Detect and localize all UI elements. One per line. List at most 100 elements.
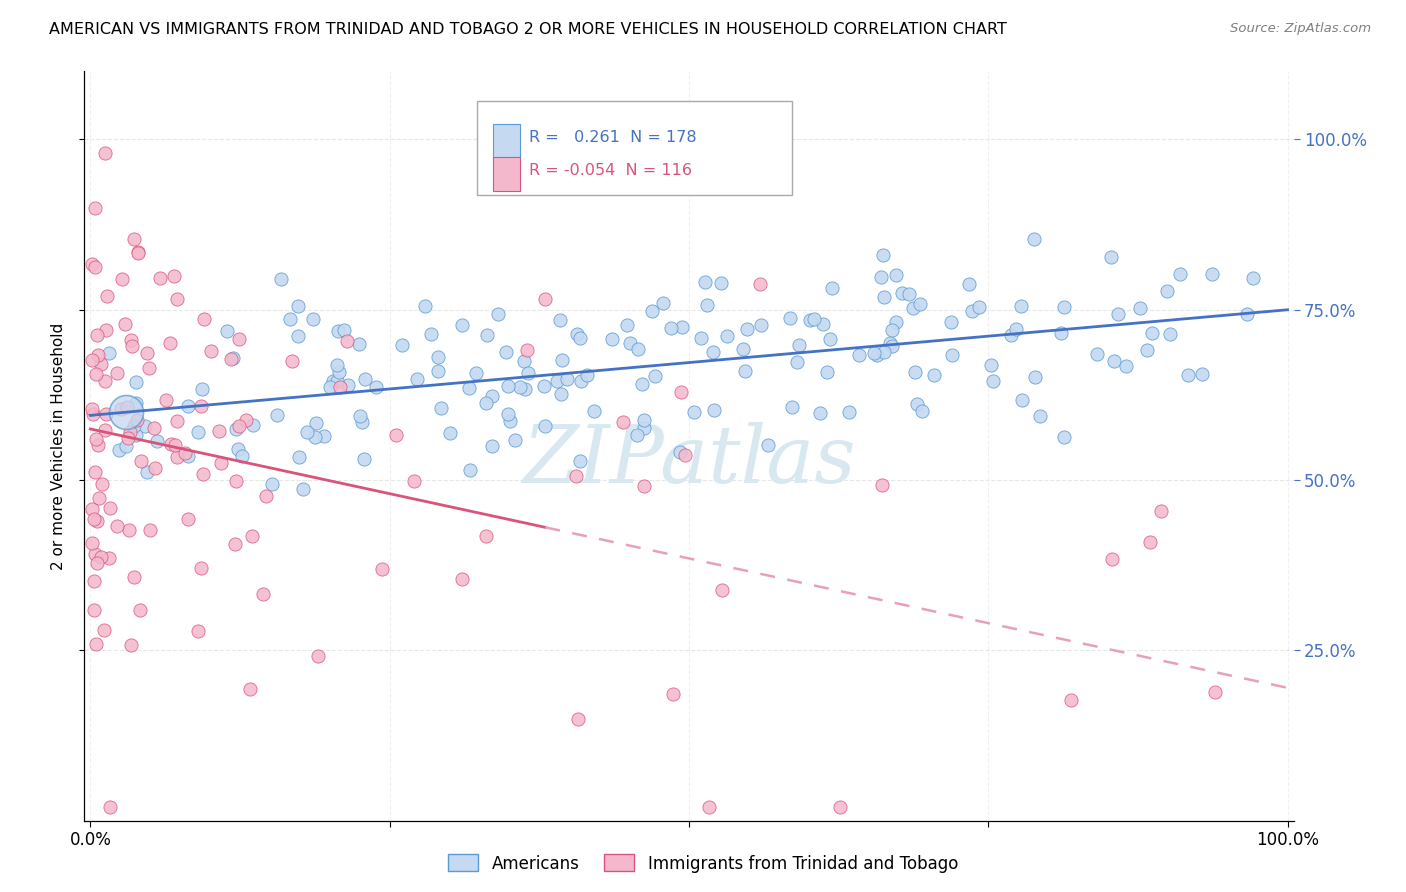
Point: [287, 299, 309, 313]
Point: [710, 276, 733, 290]
Point: [671, 384, 693, 399]
Point: [873, 290, 896, 304]
Point: [224, 536, 246, 550]
Point: [458, 463, 481, 477]
Point: [897, 287, 920, 301]
Point: [225, 422, 247, 436]
Point: [146, 434, 169, 449]
Point: [1059, 693, 1081, 707]
Point: [228, 418, 250, 433]
Point: [292, 482, 315, 496]
Point: [177, 399, 200, 413]
Point: [1102, 354, 1125, 368]
Point: [439, 425, 461, 440]
Point: [231, 450, 253, 464]
Point: [564, 468, 586, 483]
Point: [94, 423, 117, 437]
Point: [703, 403, 725, 417]
Point: [474, 395, 496, 409]
Point: [516, 343, 538, 358]
Point: [939, 316, 962, 330]
Point: [80, 401, 103, 416]
Point: [127, 245, 149, 260]
Point: [1139, 534, 1161, 549]
Point: [1201, 267, 1223, 281]
Point: [80, 353, 103, 368]
Point: [1101, 251, 1123, 265]
Point: [80, 536, 103, 550]
Point: [94, 323, 117, 337]
Point: [304, 430, 326, 444]
Point: [1050, 326, 1073, 341]
Point: [633, 420, 655, 434]
Bar: [494, 157, 520, 191]
Point: [1191, 367, 1213, 381]
Point: [496, 378, 519, 392]
Point: [495, 345, 517, 359]
Point: [139, 523, 162, 537]
Point: [118, 425, 141, 440]
Point: [314, 428, 336, 442]
Point: [159, 335, 181, 350]
Point: [353, 372, 375, 386]
Point: [86, 327, 108, 342]
Point: [129, 603, 152, 617]
Point: [475, 528, 498, 542]
Point: [787, 338, 810, 352]
Point: [716, 329, 738, 343]
Point: [117, 431, 139, 445]
Point: [612, 415, 634, 429]
Point: [870, 478, 893, 492]
Point: [347, 337, 370, 351]
Point: [627, 342, 650, 356]
Point: [786, 354, 808, 368]
Point: [108, 443, 131, 458]
Point: [209, 456, 232, 470]
Point: [568, 331, 591, 345]
Point: [322, 374, 344, 388]
Point: [1029, 409, 1052, 424]
Point: [957, 277, 980, 292]
Point: [779, 311, 801, 326]
Text: R =   0.261  N = 178: R = 0.261 N = 178: [529, 130, 697, 145]
Point: [683, 405, 706, 419]
Point: [569, 374, 592, 388]
Point: [565, 327, 588, 342]
Point: [163, 269, 186, 284]
Point: [799, 313, 821, 327]
Point: [160, 437, 183, 451]
Point: [960, 303, 983, 318]
Point: [548, 313, 571, 327]
Point: [1156, 284, 1178, 298]
Point: [980, 358, 1002, 372]
Point: [278, 311, 301, 326]
Text: ZIPatlas: ZIPatlas: [522, 422, 856, 500]
Point: [735, 322, 758, 336]
Point: [673, 448, 696, 462]
Point: [644, 369, 666, 384]
Point: [1241, 271, 1264, 285]
Point: [967, 300, 990, 314]
Point: [87, 491, 110, 505]
Point: [1136, 343, 1159, 358]
Point: [803, 312, 825, 326]
Point: [87, 347, 110, 361]
Point: [118, 524, 141, 538]
Point: [221, 351, 243, 366]
Point: [371, 562, 394, 576]
Point: [326, 324, 349, 338]
Point: [780, 400, 803, 414]
Point: [174, 446, 197, 460]
Point: [464, 366, 486, 380]
Point: [1005, 322, 1028, 336]
Point: [385, 428, 408, 442]
Point: [254, 489, 277, 503]
Point: [534, 292, 557, 306]
Point: [155, 392, 177, 407]
Point: [105, 519, 128, 533]
Point: [404, 474, 426, 488]
Point: [880, 323, 903, 337]
FancyBboxPatch shape: [478, 102, 792, 195]
Point: [242, 417, 264, 432]
Point: [641, 304, 664, 318]
